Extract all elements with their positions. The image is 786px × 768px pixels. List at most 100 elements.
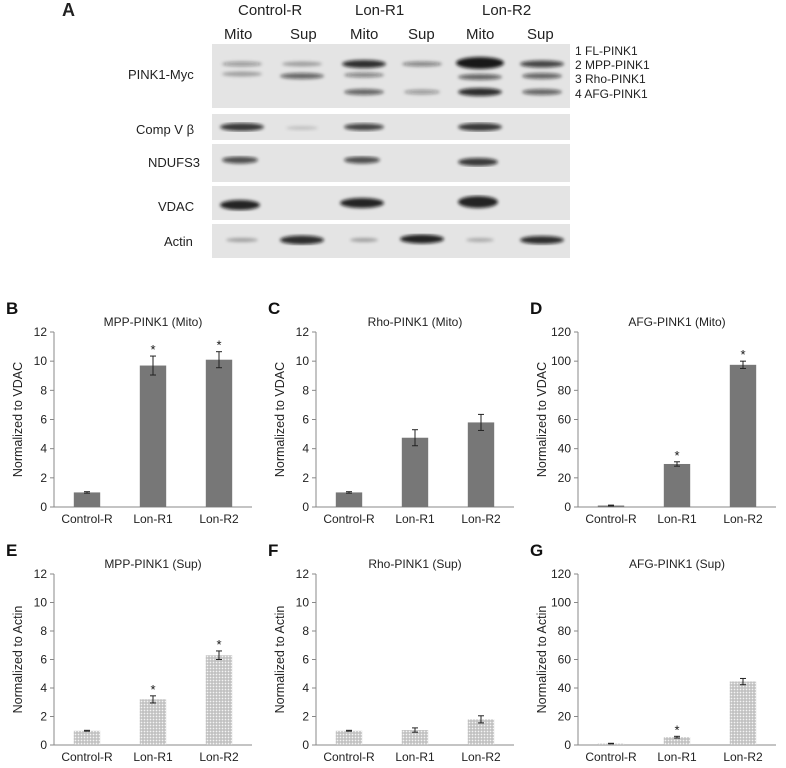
blot-strip-comp-v-beta [212, 114, 570, 140]
y-tick-label: 60 [558, 413, 572, 427]
lane-label-5: Mito [466, 26, 495, 43]
band [458, 123, 502, 131]
band-label-mpp-pink1: 2 MPP-PINK1 [575, 58, 650, 72]
x-tick-label: Lon-R1 [395, 512, 435, 526]
y-tick-label: 120 [551, 567, 571, 581]
y-tick-label: 8 [40, 624, 47, 638]
y-tick-label: 100 [551, 354, 571, 368]
x-tick-label: Control-R [61, 750, 113, 764]
significance-marker: * [740, 347, 745, 362]
y-axis-label: Normalized to Actin [535, 606, 549, 714]
y-tick-label: 20 [558, 710, 572, 724]
y-tick-label: 40 [558, 681, 572, 695]
x-tick-label: Lon-R2 [723, 512, 763, 526]
x-tick-label: Control-R [61, 512, 113, 526]
chart-e: E MPP-PINK1 (Sup) Normalized to Actin 0 2 4 6 8… [6, 541, 252, 764]
y-axis-label: Normalized to VDAC [273, 362, 287, 477]
panel-letter: B [6, 299, 18, 318]
band [282, 61, 322, 67]
y-axis-label: Normalized to VDAC [535, 362, 549, 477]
x-tick-label: Lon-R1 [395, 750, 435, 764]
y-tick-label: 12 [34, 567, 48, 581]
y-tick-label: 12 [296, 325, 310, 339]
y-tick-label: 4 [40, 442, 47, 456]
y-tick-label: 80 [558, 383, 572, 397]
significance-marker: * [150, 682, 155, 697]
y-tick-label: 0 [564, 738, 571, 752]
panel-letter-a: A [62, 0, 75, 20]
x-tick-label: Lon-R1 [657, 750, 697, 764]
x-tick-label: Lon-R2 [461, 750, 501, 764]
x-tick-label: Lon-R1 [133, 750, 173, 764]
band [522, 89, 562, 95]
lane-label-4: Sup [408, 26, 435, 43]
y-tick-label: 8 [302, 624, 309, 638]
band [344, 123, 384, 131]
y-tick-label: 10 [34, 596, 48, 610]
x-tick-label: Lon-R1 [657, 512, 697, 526]
blot-strip-actin [212, 224, 570, 258]
bar [205, 359, 233, 507]
y-tick-label: 10 [34, 354, 48, 368]
y-tick-label: 80 [558, 624, 572, 638]
bar [401, 730, 429, 745]
band [350, 238, 378, 242]
y-tick-label: 4 [302, 442, 309, 456]
x-tick-label: Control-R [323, 750, 375, 764]
bar [73, 492, 101, 507]
chart-d: D AFG-PINK1 (Mito) Normalized to VDAC 0 20 40… [530, 299, 776, 526]
bar [205, 655, 233, 745]
y-tick-label: 0 [40, 738, 47, 752]
significance-marker: * [674, 448, 679, 463]
y-tick-label: 60 [558, 653, 572, 667]
blot-row-label-vdac: VDAC [158, 199, 195, 214]
band [458, 158, 498, 166]
band [222, 61, 262, 67]
x-tick-label: Lon-R1 [133, 512, 173, 526]
significance-marker: * [674, 722, 679, 737]
y-tick-label: 4 [302, 681, 309, 695]
x-tick-label: Lon-R2 [199, 750, 239, 764]
lane-label-2: Sup [290, 26, 317, 43]
group-label-control-r: Control-R [238, 2, 303, 19]
y-tick-label: 6 [302, 413, 309, 427]
band-label-rho-pink1: 3 Rho-PINK1 [575, 72, 646, 86]
band [458, 88, 502, 96]
y-tick-label: 120 [551, 325, 571, 339]
y-tick-label: 0 [302, 500, 309, 514]
band-label-afg-pink1: 4 AFG-PINK1 [575, 87, 648, 101]
y-tick-label: 10 [296, 596, 310, 610]
chart-title: AFG-PINK1 (Sup) [629, 557, 725, 571]
y-tick-label: 8 [302, 383, 309, 397]
panel-letter: C [268, 299, 280, 318]
band [402, 61, 442, 67]
chart-b: B MPP-PINK1 (Mito) Normalized to VDAC 0 2 4 6 8… [6, 299, 252, 526]
x-tick-label: Control-R [323, 512, 375, 526]
y-tick-label: 4 [40, 681, 47, 695]
panel-letter: D [530, 299, 542, 318]
y-tick-label: 6 [40, 413, 47, 427]
band [404, 89, 440, 95]
lane-label-1: Mito [224, 26, 253, 43]
bar [467, 422, 495, 507]
lane-label-6: Sup [527, 26, 554, 43]
panel-letter: E [6, 541, 17, 560]
y-axis-label: Normalized to VDAC [11, 362, 25, 477]
band [222, 156, 258, 164]
blot-row-label-pink1-myc: PINK1-Myc [128, 67, 194, 82]
bar [335, 730, 363, 745]
y-tick-label: 10 [296, 354, 310, 368]
band [286, 126, 318, 130]
chart-title: MPP-PINK1 (Sup) [104, 557, 201, 571]
y-tick-label: 40 [558, 442, 572, 456]
bar [729, 364, 757, 507]
chart-title: MPP-PINK1 (Mito) [104, 315, 203, 329]
blot-strip-ndufs3 [212, 144, 570, 182]
band [344, 89, 384, 95]
y-tick-label: 20 [558, 471, 572, 485]
blot-row-label-actin: Actin [164, 234, 193, 249]
chart-title: Rho-PINK1 (Sup) [368, 557, 461, 571]
bar [467, 719, 495, 745]
chart-title: Rho-PINK1 (Mito) [368, 315, 463, 329]
blot-strip-pink1-myc [212, 44, 570, 108]
